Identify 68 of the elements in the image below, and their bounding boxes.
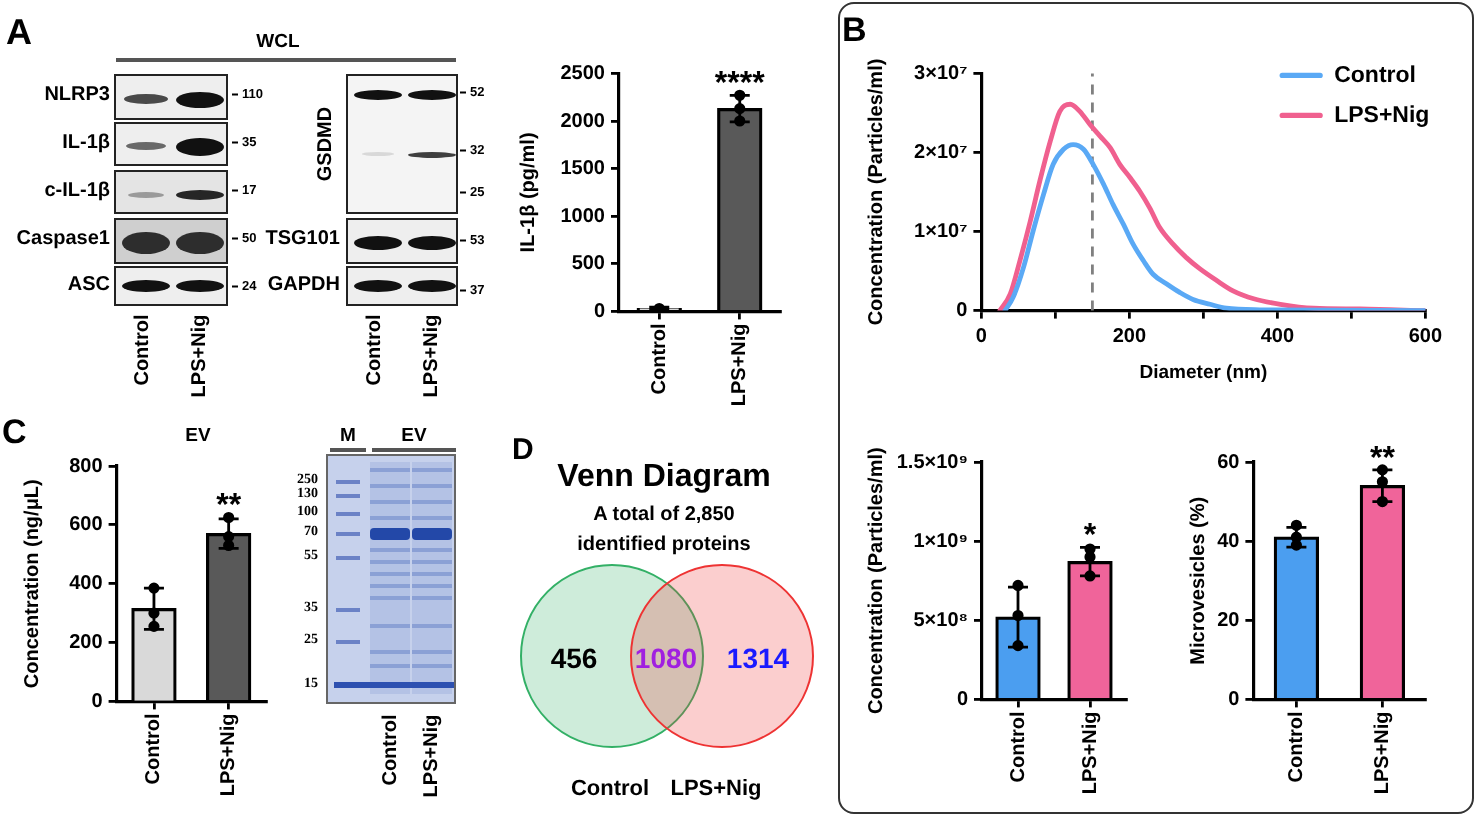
data-label: 1080 [634,642,698,674]
y-axis-title: IL-1β (pg/ml) [517,132,540,253]
text: EV [401,424,427,447]
data-label: 1314 [726,642,790,674]
y-tick-label: 60 [1217,451,1241,474]
y-tick-label: 40 [1217,530,1241,553]
y-axis-title: Microvesicles (%) [1187,496,1210,665]
text: Venn Diagram [557,460,771,494]
y-tick-label: 400 [69,573,104,596]
x-tick-label: LPS+Nig [729,323,752,407]
y-tick-label: 5×10⁸ [913,609,969,632]
x-tick-label: Control [1285,710,1308,783]
text: A total of 2,850 identified proteins [575,502,753,559]
text: IL-1β [62,132,110,154]
y-tick-label: 1500 [560,158,606,181]
y-tick-label: 0 [1228,688,1241,711]
y-tick-label: 800 [69,455,104,478]
text: TSG101 [265,228,340,250]
y-tick-label: 2500 [560,62,606,85]
x-tick-label: 400 [1260,326,1295,349]
text: WCL [256,30,300,53]
y-axis-title: Concentration (ng/μL) [21,479,44,689]
y-tick-label: 0 [593,300,606,323]
x-tick-label: LPS+Nig [1079,711,1102,795]
y-tick-label: 0 [91,690,104,713]
legend-label: LPS+Nig [1334,103,1430,128]
y-tick-label: 1×10⁹ [913,530,969,553]
x-tick-label: LPS+Nig [218,713,241,797]
y-tick-label: 3×10⁷ [914,62,968,85]
text: NLRP3 [44,84,110,106]
y-axis-title: Concentration (Particles/ml) [865,58,888,326]
chart-title: EV [185,424,211,447]
text: A [6,12,32,52]
y-tick-label: 1000 [560,205,606,228]
annotation: **** [714,67,767,102]
y-tick-label: 2×10⁷ [914,141,968,164]
text: D [512,433,534,467]
y-tick-label: 0 [956,300,969,323]
data-label: 456 [550,642,598,674]
x-tick-label: Control [143,712,166,785]
x-tick-label: Control [1007,710,1030,783]
text: M [340,424,356,447]
y-tick-label: 1.5×10⁹ [896,451,969,474]
text: GSDMD [314,106,337,182]
x-tick-label: LPS+Nig [1371,711,1394,795]
y-tick-label: 2000 [560,110,606,133]
y-tick-label: 20 [1217,609,1241,632]
annotation: ** [216,489,243,524]
x-tick-label: 200 [1112,326,1147,349]
text: B [842,11,867,49]
text: c-IL-1β [44,180,110,202]
text: Caspase1 [16,228,110,250]
text: ASC [67,274,110,296]
x-axis-title: Diameter (nm) [1139,361,1268,384]
x-tick-label: 600 [1408,326,1443,349]
text: GAPDH [267,274,340,296]
legend-label: Control [1334,63,1416,88]
x-tick-label: 0 [975,326,988,349]
y-axis-title: Concentration (Particles/ml) [865,447,888,715]
y-tick-label: 200 [69,632,104,655]
annotation: * [1083,519,1098,554]
text: C [2,413,27,451]
x-tick-label: Control [648,322,671,395]
y-tick-label: 600 [69,514,104,537]
y-tick-label: 500 [571,253,606,276]
y-tick-label: 1×10⁷ [914,221,968,244]
annotation: ** [1369,441,1397,476]
y-tick-label: 0 [956,688,969,711]
